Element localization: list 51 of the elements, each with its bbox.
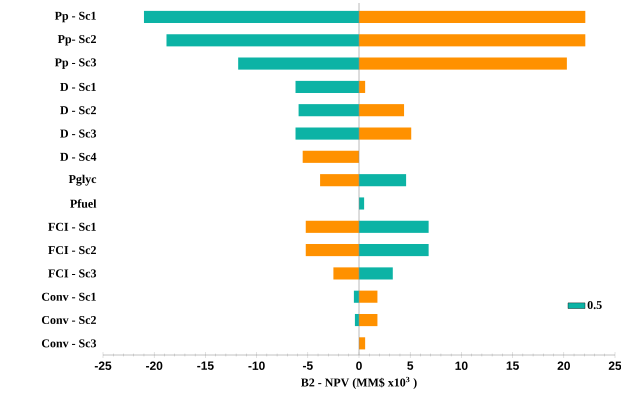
bar	[166, 34, 360, 46]
y-tick-label: Pp - Sc1	[54, 12, 96, 22]
x-tick-label: -5	[302, 362, 313, 370]
y-tick-label: D - Sc4	[60, 152, 96, 161]
bar	[306, 220, 360, 233]
y-tick-label: Conv - Sc2	[42, 316, 96, 324]
bar	[359, 34, 586, 46]
bar	[359, 174, 406, 186]
y-tick-label: D - Sc1	[60, 82, 96, 91]
y-tick-label: D - Sc2	[60, 106, 96, 114]
x-tick-label: 15	[506, 362, 519, 370]
x-tick-label: 5	[407, 362, 414, 370]
bar	[238, 58, 360, 70]
x-tick-label: -20	[146, 362, 162, 370]
x-tick-label: -10	[248, 362, 265, 370]
bar	[296, 127, 360, 140]
bar	[359, 104, 404, 116]
bar	[359, 314, 378, 326]
x-tick-label: -15	[197, 362, 214, 370]
x-tick-label: 25	[608, 362, 621, 370]
bar	[144, 10, 360, 24]
x-tick-label: 10	[456, 362, 468, 370]
y-tick-label: Pfuel	[70, 199, 96, 208]
x-tick-label: 0	[356, 362, 362, 370]
bar	[320, 174, 360, 186]
y-tick-label: Pp - Sc3	[54, 58, 96, 69]
y-tick-label: FCI - Sc2	[48, 246, 96, 254]
bar	[298, 104, 360, 116]
y-tick-label: FCI - Sc1	[48, 222, 96, 231]
bar	[306, 244, 360, 256]
bar	[354, 290, 360, 303]
y-tick-label: Pglyc	[68, 174, 96, 186]
bar	[359, 290, 378, 303]
bar	[296, 80, 360, 93]
bar	[302, 150, 360, 163]
bar	[359, 267, 393, 280]
legend-label: 0.5	[588, 301, 602, 310]
x-tick-label: 20	[558, 362, 570, 370]
x-axis-title: B2 - NPV (MM$ x10$^{3}$ )	[301, 376, 417, 389]
x-tick-label: -25	[94, 362, 112, 370]
y-tick-label: FCI - Sc3	[48, 269, 96, 278]
bar	[359, 220, 429, 233]
bar	[359, 244, 429, 256]
y-tick-label: D - Sc3	[60, 130, 96, 138]
bar	[359, 10, 586, 24]
bar	[333, 267, 360, 280]
y-tick-label: Conv - Sc1	[42, 292, 96, 301]
bar	[359, 127, 412, 140]
bar	[359, 58, 567, 70]
y-tick-label: Pp- Sc2	[58, 35, 96, 46]
y-tick-label: Conv - Sc3	[42, 339, 96, 348]
